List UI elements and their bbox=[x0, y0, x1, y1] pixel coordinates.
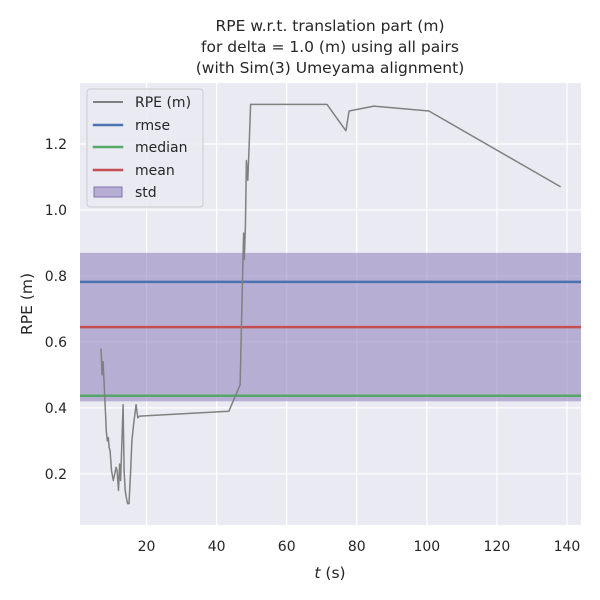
legend-frame bbox=[86, 88, 204, 208]
y-tick-label: 0.2 bbox=[45, 467, 67, 483]
y-tick-label: 0.6 bbox=[45, 335, 67, 351]
y-tick-label: 1.0 bbox=[45, 203, 67, 219]
rpe-series-line bbox=[100, 103, 562, 505]
chart-title-line-1: RPE w.r.t. translation part (m) bbox=[215, 17, 444, 35]
x-tick-labels: 20 40 60 80 100 120 140 bbox=[138, 539, 581, 555]
x-tick-label: 60 bbox=[278, 539, 296, 555]
x-axis-label-unit: (s) bbox=[320, 564, 345, 582]
y-tick-label: 1.2 bbox=[45, 137, 67, 153]
x-axis-label-variable: t bbox=[314, 564, 321, 582]
x-tick-label: 100 bbox=[413, 539, 440, 555]
x-tick-label: 40 bbox=[208, 539, 226, 555]
legend-label-median: median bbox=[135, 140, 187, 156]
x-tick-label: 80 bbox=[348, 539, 366, 555]
legend-swatch-std bbox=[93, 186, 123, 198]
y-tick-labels: 0.2 0.4 0.6 0.8 1.0 1.2 bbox=[45, 137, 67, 483]
y-tick-label: 0.8 bbox=[45, 269, 67, 285]
series-layer bbox=[100, 103, 562, 505]
chart-title-line-2: for delta = 1.0 (m) using all pairs bbox=[201, 38, 459, 56]
chart-title: RPE w.r.t. translation part (m) for delt… bbox=[196, 17, 465, 77]
x-tick-label: 120 bbox=[484, 539, 511, 555]
legend-label-rmse: rmse bbox=[135, 118, 170, 134]
y-tick-label: 0.4 bbox=[45, 401, 67, 417]
stat-lines-layer bbox=[80, 280, 581, 397]
x-tick-label: 20 bbox=[138, 539, 156, 555]
legend-label-mean: mean bbox=[135, 163, 175, 179]
y-axis-label: RPE (m) bbox=[18, 273, 36, 335]
legend-label-std: std bbox=[135, 185, 157, 201]
legend-label-rpe: RPE (m) bbox=[135, 95, 191, 111]
x-tick-label: 140 bbox=[554, 539, 581, 555]
legend: RPE (m) rmse median mean std bbox=[86, 88, 204, 208]
chart-title-line-3: (with Sim(3) Umeyama alignment) bbox=[196, 59, 465, 77]
x-axis-label: t (s) bbox=[314, 564, 345, 582]
